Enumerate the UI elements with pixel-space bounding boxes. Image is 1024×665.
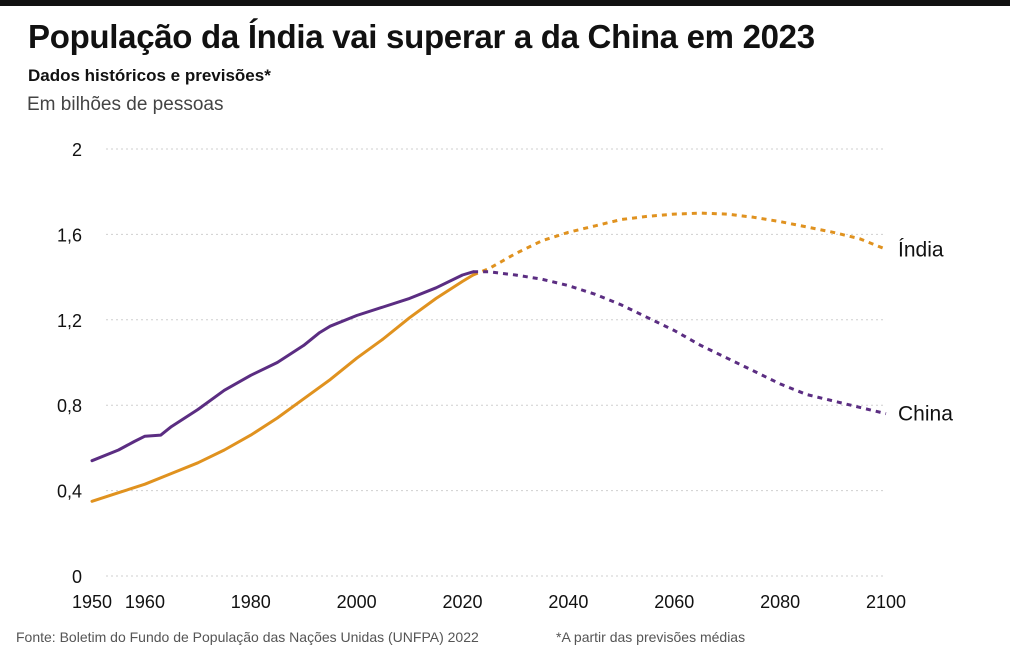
series-label-china: China: [898, 403, 953, 426]
series-line-china-historical: [90, 270, 475, 463]
x-tick-label: 2040: [548, 592, 588, 612]
y-axis: 0 0,4 0,8 1,2 1,6 2: [57, 140, 82, 587]
y-tick-label: 0,8: [57, 396, 82, 416]
x-axis: 1950 1960 1980 2000 2020 2040 2060 2080 2100: [72, 592, 906, 612]
unit-label: Em bilhões de pessoas: [27, 94, 224, 115]
footnote: *A partir das previsões médias: [556, 629, 746, 645]
x-tick-label: 1960: [125, 592, 165, 612]
x-tick-label: 2020: [443, 592, 483, 612]
grid: [106, 148, 886, 577]
series-label-india: Índia: [898, 238, 944, 261]
series-lines: [90, 211, 887, 503]
chart-subtitle: Dados históricos e previsões*: [28, 66, 271, 85]
y-tick-label: 0: [72, 567, 82, 587]
top-rule: [0, 0, 1010, 6]
series-line-india-historical: [90, 273, 475, 503]
y-tick-label: 0,4: [57, 482, 82, 502]
x-tick-label: 1980: [231, 592, 271, 612]
x-tick-label: 2080: [760, 592, 800, 612]
series-line-india-projection: [472, 211, 887, 277]
series-line-china-projection: [473, 270, 887, 416]
y-tick-label: 1,2: [57, 311, 82, 331]
y-tick-label: 1,6: [57, 225, 82, 245]
x-tick-label: 2000: [337, 592, 377, 612]
x-tick-label: 2060: [654, 592, 694, 612]
x-tick-label: 2100: [866, 592, 906, 612]
x-tick-label: 1950: [72, 592, 112, 612]
y-tick-label: 2: [72, 140, 82, 160]
source-note: Fonte: Boletim do Fundo de População das…: [16, 629, 479, 645]
chart-title: População da Índia vai superar a da Chin…: [28, 18, 815, 55]
